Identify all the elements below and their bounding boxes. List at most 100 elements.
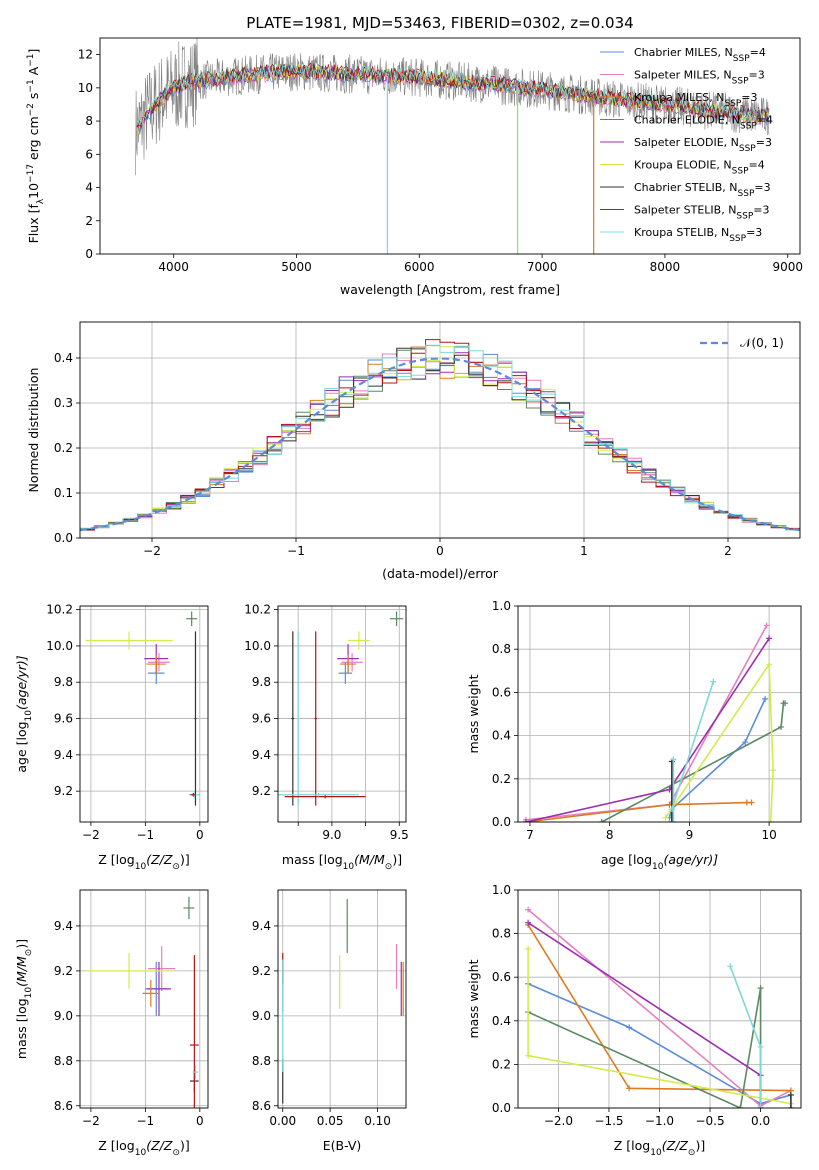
label-part: )] bbox=[180, 852, 190, 867]
x-tick-label: 6000 bbox=[404, 260, 435, 274]
label-part: Salpeter MILES, N bbox=[634, 69, 732, 82]
series-marker bbox=[742, 739, 749, 746]
label-part: age [log bbox=[601, 852, 652, 867]
series-marker bbox=[782, 700, 789, 707]
y-tick-label: 9.4 bbox=[54, 748, 73, 762]
label-part: SSP bbox=[732, 77, 749, 87]
label-part: wavelength [Angstrom, rest frame] bbox=[340, 282, 560, 297]
plot-area bbox=[85, 896, 199, 1108]
y-tick-label: 1.0 bbox=[492, 599, 511, 613]
x-tick-label: −1 bbox=[287, 544, 305, 558]
axes-frame bbox=[517, 605, 802, 823]
series-marker bbox=[710, 678, 717, 685]
y-tick-label: 0.0 bbox=[492, 1101, 511, 1115]
histogram-step bbox=[80, 352, 800, 531]
series-marker bbox=[757, 1043, 764, 1050]
label-part: Salpeter ELODIE, N bbox=[634, 136, 739, 149]
label-part: ] bbox=[26, 49, 41, 54]
y-tick-label: 8.8 bbox=[252, 1054, 271, 1068]
label-part: mass [log bbox=[282, 852, 343, 867]
y-tick-label: 2 bbox=[85, 214, 93, 228]
x-tick-label: 0.0 bbox=[751, 1114, 770, 1128]
x-axis-label: mass [log10(M/M⊙)] bbox=[282, 852, 402, 872]
label-part: (M/M bbox=[14, 956, 29, 987]
label-part: SSP bbox=[738, 189, 755, 199]
plot-area bbox=[135, 38, 770, 254]
label-part: −17 bbox=[26, 164, 36, 183]
x-tick-label: 9.0 bbox=[322, 828, 341, 842]
y-tick-label: 9.6 bbox=[252, 712, 271, 726]
y-tick-label: 8.6 bbox=[54, 1099, 73, 1113]
series-marker bbox=[778, 723, 785, 730]
y-tick-label: 9.2 bbox=[54, 964, 73, 978]
x-tick-label: 9000 bbox=[772, 260, 803, 274]
x-tick-label: 7000 bbox=[527, 260, 558, 274]
histogram-step bbox=[80, 347, 800, 530]
series-line bbox=[664, 661, 774, 822]
series-marker bbox=[763, 622, 770, 629]
axes-frame bbox=[99, 37, 801, 255]
label-part: 10 bbox=[135, 862, 147, 872]
label-part: Z [log bbox=[614, 1138, 650, 1153]
label-part: (age/yr)] bbox=[14, 655, 29, 710]
x-axis-label: (data-model)/error bbox=[382, 566, 499, 581]
y-tick-label: 4 bbox=[85, 181, 93, 195]
panel-mass_vs_EBV: 0.00 0.05 0.10 8.6 8.8 9.0 9.2 9.4 E(B-V) bbox=[252, 889, 407, 1153]
series-marker bbox=[770, 767, 777, 774]
y-tick-label: 9.0 bbox=[252, 1009, 271, 1023]
y-tick-label: 0.8 bbox=[492, 927, 511, 941]
y-tick-label: 9.2 bbox=[252, 784, 271, 798]
series-marker bbox=[525, 906, 532, 913]
series-line bbox=[668, 698, 766, 818]
label-part: −1 bbox=[26, 54, 36, 67]
y-axis-label: Flux [fλ10−17 erg cm−2 s−1 A−1] bbox=[26, 49, 46, 244]
series-marker bbox=[662, 814, 669, 821]
x-tick-label: 0 bbox=[196, 828, 204, 842]
label-part: (Z/Z bbox=[146, 1138, 173, 1153]
series-marker bbox=[522, 819, 529, 822]
axes-frame bbox=[277, 889, 407, 1109]
label-part: =3 bbox=[756, 136, 772, 149]
label-part: (Z/Z bbox=[146, 852, 173, 867]
label-part: mass [log bbox=[14, 998, 29, 1059]
label-part: =4 bbox=[749, 159, 765, 172]
series-marker bbox=[525, 945, 532, 952]
label-part: )] bbox=[695, 1138, 705, 1153]
x-tick-label: 4000 bbox=[158, 260, 189, 274]
y-tick-label: 10.0 bbox=[46, 639, 73, 653]
y-tick-label: 6 bbox=[85, 147, 93, 161]
label-part: ⊙ bbox=[172, 1148, 180, 1158]
y-tick-label: 0.2 bbox=[492, 772, 511, 786]
label-part: 10 bbox=[24, 710, 34, 722]
y-axis-label: age [log10(age/yr)] bbox=[14, 655, 34, 772]
series-marker bbox=[737, 1105, 744, 1108]
y-tick-label: 0.0 bbox=[492, 815, 511, 829]
legend-entry: Chabrier STELIB, NSSP=3 bbox=[634, 181, 771, 199]
axes-frame bbox=[277, 605, 407, 823]
plot-area bbox=[278, 611, 404, 806]
plot-area bbox=[85, 611, 200, 806]
series-line bbox=[671, 681, 715, 810]
y-tick-label: 9.4 bbox=[54, 919, 73, 933]
label-part: 10 bbox=[652, 862, 664, 872]
panel-massweight_vs_Z: −2.0 −1.5 −1.0 −0.5 0.0 0.0 0.2 0.4 0.6 0.8 1.0 Z [… bbox=[466, 883, 802, 1158]
x-tick-label: 10 bbox=[761, 828, 776, 842]
series-marker bbox=[727, 963, 734, 970]
y-tick-label: 0 bbox=[85, 247, 93, 261]
label-part: =4 bbox=[757, 114, 773, 127]
label-part: =3 bbox=[753, 204, 769, 217]
plot-area bbox=[282, 898, 404, 1104]
label-part: erg cm bbox=[26, 116, 41, 164]
label-part: 10 bbox=[650, 1148, 662, 1158]
y-tick-label: 0.1 bbox=[54, 486, 73, 500]
label-part: )] bbox=[14, 939, 29, 949]
y-axis-label: Normed distribution bbox=[26, 368, 41, 493]
axes-frame bbox=[79, 605, 209, 823]
label-part: −2 bbox=[26, 103, 36, 116]
label-part: age [log bbox=[14, 721, 29, 772]
label-part: =3 bbox=[749, 69, 765, 82]
label-part: λ bbox=[36, 198, 46, 204]
label-part: ⊙ bbox=[385, 862, 393, 872]
series-marker bbox=[670, 819, 677, 822]
